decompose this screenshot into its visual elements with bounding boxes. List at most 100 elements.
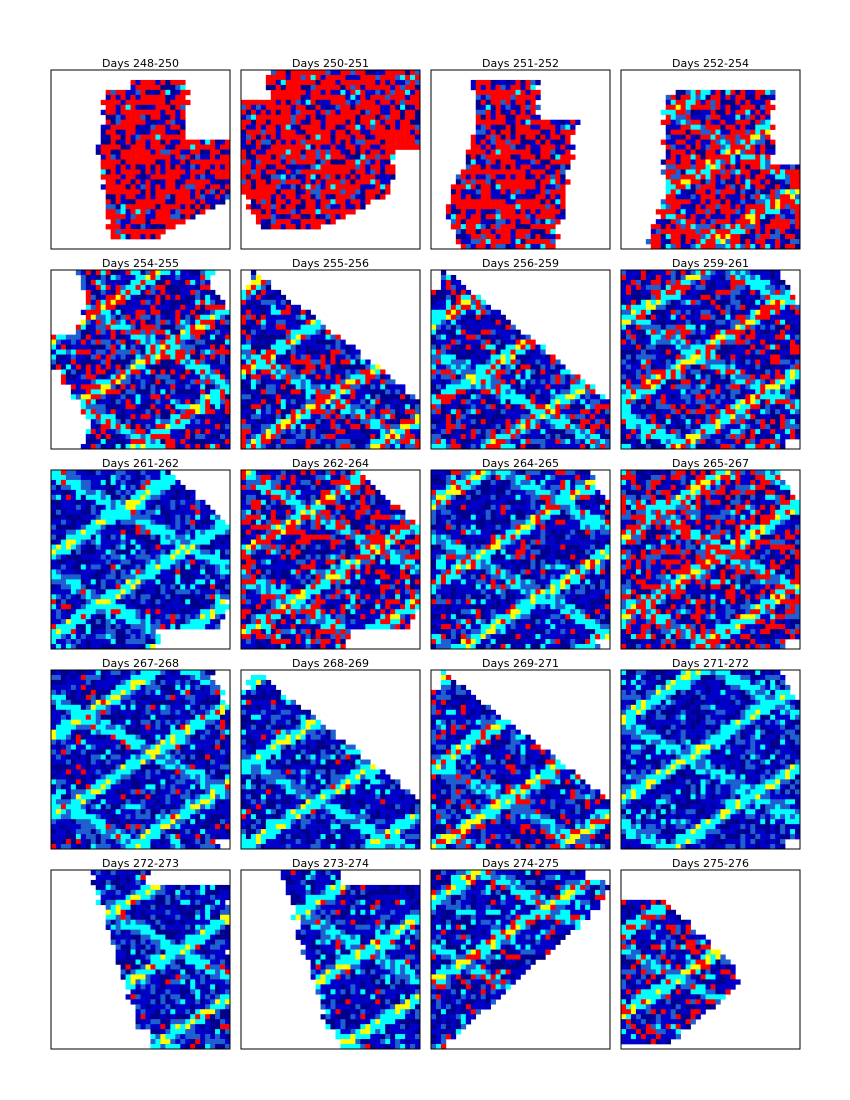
heatmap-cell	[695, 104, 701, 111]
heatmap-cell	[150, 289, 156, 296]
heatmap-cell	[115, 124, 121, 130]
heatmap-cell	[715, 214, 721, 220]
heatmap-cell	[130, 444, 136, 450]
heatmap-cell	[85, 399, 92, 405]
heatmap-cell	[735, 194, 741, 200]
heatmap-cell	[155, 404, 161, 410]
heatmap-cell	[125, 399, 131, 405]
heatmap-cell	[270, 409, 277, 415]
heatmap-cell	[170, 434, 176, 440]
heatmap-cell	[90, 324, 97, 330]
heatmap-cell	[210, 419, 216, 425]
heatmap-cell	[525, 129, 531, 135]
heatmap-cell	[155, 189, 161, 195]
heatmap-cell	[740, 99, 746, 106]
heatmap-cell	[460, 209, 467, 215]
heatmap-cell	[100, 399, 106, 405]
heatmap-cell	[120, 334, 126, 340]
heatmap-cell	[250, 124, 257, 130]
heatmap-cell	[220, 344, 226, 350]
heatmap-cell	[725, 99, 731, 106]
heatmap-cell	[100, 124, 106, 130]
heatmap-cell	[290, 434, 296, 440]
heatmap-cell	[241, 299, 247, 306]
heatmap-cell	[680, 164, 686, 170]
heatmap-cell	[85, 354, 92, 360]
heatmap-cell	[70, 334, 77, 340]
heatmap-cell	[215, 144, 221, 150]
heatmap-cell	[120, 429, 126, 435]
heatmap-cell	[320, 99, 326, 106]
heatmap-cell	[130, 409, 136, 415]
heatmap-cell	[365, 184, 371, 190]
heatmap-cell	[105, 164, 111, 170]
heatmap-cell	[745, 219, 751, 225]
heatmap-cell	[505, 194, 511, 200]
heatmap-cell	[370, 384, 376, 390]
heatmap-cell	[115, 89, 121, 96]
heatmap-cell	[475, 164, 482, 170]
heatmap-cell	[680, 204, 686, 210]
heatmap-cell	[690, 169, 696, 175]
heatmap-cell	[265, 334, 272, 340]
heatmap-cell	[105, 339, 111, 345]
heatmap-cell	[330, 149, 336, 155]
heatmap-cell	[95, 429, 102, 435]
heatmap-cell	[695, 244, 701, 250]
heatmap-cell	[265, 114, 272, 121]
heatmap-cell	[305, 124, 311, 130]
heatmap-cell	[755, 184, 761, 190]
heatmap-cell	[170, 179, 176, 185]
heatmap-cell	[325, 399, 331, 405]
heatmap-cell	[175, 119, 181, 125]
heatmap-cell	[165, 209, 171, 215]
heatmap-cell	[520, 239, 526, 245]
heatmap-cell	[300, 224, 306, 230]
heatmap-cell	[725, 109, 731, 116]
heatmap-cell	[790, 239, 796, 245]
heatmap-cell	[755, 239, 761, 245]
heatmap-cell	[300, 124, 306, 130]
heatmap-cell	[295, 429, 301, 435]
heatmap-cell	[185, 164, 191, 170]
heatmap-cell	[380, 124, 386, 130]
heatmap-cell	[51, 354, 57, 360]
heatmap-cell	[675, 144, 681, 150]
heatmap-cell	[220, 174, 226, 180]
heatmap-cell	[365, 134, 371, 140]
heatmap-cell	[275, 389, 282, 395]
heatmap-cell	[255, 419, 262, 425]
heatmap-cell	[360, 74, 366, 81]
heatmap-cell	[80, 270, 87, 276]
heatmap-cell	[155, 129, 161, 135]
heatmap-cell	[710, 199, 716, 205]
heatmap-cell	[175, 214, 181, 220]
heatmap-cell	[315, 84, 321, 91]
heatmap-cell	[540, 154, 546, 160]
heatmap-cell	[290, 214, 296, 220]
heatmap-cell	[275, 214, 282, 220]
heatmap-cell	[170, 109, 176, 116]
heatmap-cell	[495, 89, 501, 96]
heatmap-cell	[55, 364, 62, 370]
heatmap-cell	[270, 339, 277, 345]
heatmap-cell	[735, 239, 741, 245]
heatmap-cell	[335, 409, 341, 415]
heatmap-cell	[285, 94, 292, 101]
heatmap-cell	[350, 379, 356, 385]
heatmap-cell	[745, 149, 751, 155]
heatmap-cell	[220, 339, 226, 345]
heatmap-cell	[145, 434, 151, 440]
heatmap-cell	[275, 169, 282, 175]
heatmap-cell	[540, 124, 546, 130]
heatmap-cell	[120, 274, 126, 281]
heatmap-cell	[115, 319, 121, 325]
heatmap-cell	[710, 139, 716, 145]
heatmap-cell	[380, 84, 386, 91]
heatmap-cell	[490, 99, 496, 106]
heatmap-cell	[135, 179, 141, 185]
heatmap-cell	[300, 319, 306, 325]
heatmap-cell	[120, 184, 126, 190]
heatmap-cell	[300, 389, 306, 395]
heatmap-cell	[700, 109, 706, 116]
